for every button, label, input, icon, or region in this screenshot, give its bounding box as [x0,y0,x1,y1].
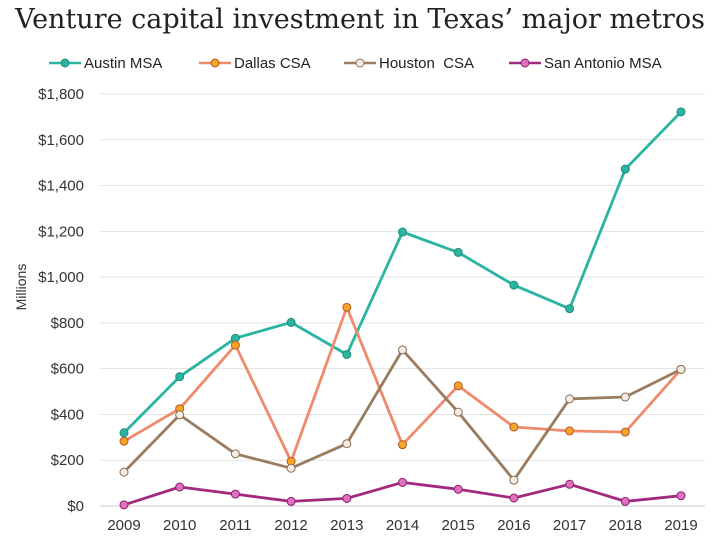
data-point [620,427,630,437]
data-point [286,496,296,506]
data-point [509,493,519,503]
x-tick-label: 2019 [664,517,697,534]
x-tick-label: 2012 [274,517,307,534]
data-point [509,280,519,290]
legend-label-dallas: Dallas CSA [234,54,311,72]
data-point [119,428,129,438]
chart-title: Venture capital investment in Texas’ maj… [15,4,705,35]
data-point [565,394,575,404]
y-tick-label: $0 [67,498,84,515]
data-point [676,107,686,117]
x-tick-label: 2011 [219,517,251,534]
legend-item-austin[interactable]: Austin MSA [48,50,162,76]
y-tick-label: $400 [51,406,84,423]
data-point [286,463,296,473]
data-point [453,247,463,257]
legend-item-san-antonio[interactable]: San Antonio MSA [508,50,662,76]
data-point [453,381,463,391]
data-point [342,302,352,312]
data-point [230,449,240,459]
x-tick-label: 2016 [497,517,530,534]
data-point [565,304,575,314]
data-point [175,410,185,420]
data-point [175,372,185,382]
data-point [398,477,407,487]
data-point [398,345,407,355]
data-point [342,439,352,449]
data-point [230,340,240,350]
y-tick-label: $800 [51,315,84,332]
data-point [565,426,575,436]
y-tick-label: $1,600 [38,132,84,149]
x-tick-label: 2018 [609,517,642,534]
legend-item-dallas[interactable]: Dallas CSA [198,50,311,76]
data-point [119,467,129,477]
y-tick-label: $1,400 [38,178,84,195]
data-point [676,364,686,374]
y-tick-label: $1,000 [38,269,84,286]
data-point [453,407,463,417]
data-point [119,500,129,510]
series-line-1 [123,305,683,463]
data-point [342,493,352,503]
data-point [620,392,630,402]
legend: Austin MSA Dallas CSA Houston CSA San An… [0,50,720,76]
series-line-0 [123,110,683,434]
y-tick-label: $600 [51,361,84,378]
x-tick-label: 2009 [107,517,140,534]
gridlines [100,93,705,461]
data-point [398,227,407,237]
data-point [676,491,686,501]
data-point [620,496,630,506]
x-axis-tick-labels: 2009 2010 2011 2012 2013 2014 2015 2016 2017 2018… [107,517,697,534]
legend-swatch-houston [344,58,376,68]
series-markers [119,107,686,510]
data-point [342,349,352,359]
legend-swatch-san-antonio [509,58,541,68]
data-point [286,317,296,327]
legend-item-houston[interactable]: Houston CSA [343,50,474,76]
y-axis-title: Millions [13,264,29,311]
x-tick-label: 2014 [386,517,419,534]
x-tick-label: 2015 [442,517,475,534]
y-tick-label: $1,200 [38,223,84,240]
y-axis-tick-labels: $0 $200 $400 $600 $800 $1,000 $1,200 $1,400 $1,6… [38,86,84,515]
data-point [398,440,407,450]
data-point [509,475,519,485]
x-tick-label: 2013 [330,517,363,534]
data-point [175,482,185,492]
legend-swatch-dallas [199,58,231,68]
legend-label-houston: Houston CSA [379,54,475,72]
data-point [230,489,240,499]
data-point [565,479,575,489]
y-tick-label: $1,800 [38,86,84,103]
data-point [453,484,463,494]
legend-label-san-antonio: San Antonio MSA [544,54,662,72]
data-point [509,422,519,432]
x-tick-label: 2010 [163,517,196,534]
data-point [119,436,129,446]
data-point [620,164,630,174]
legend-label-austin: Austin MSA [84,54,163,72]
legend-swatch-austin [49,58,81,68]
x-tick-label: 2017 [553,517,586,534]
y-tick-label: $200 [51,452,84,469]
